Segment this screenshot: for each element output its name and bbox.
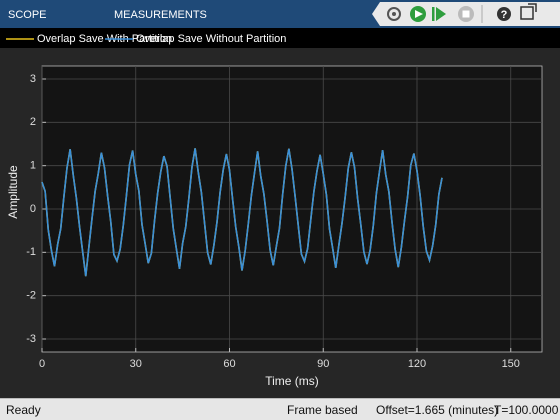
status-text: Offset=1.665 (minutes): [376, 403, 499, 417]
x-tick-label: 0: [39, 358, 45, 370]
y-axis-label: Amplitude: [6, 165, 20, 219]
status-text: Frame based: [287, 403, 358, 417]
step-button[interactable]: [432, 7, 446, 21]
x-tick-label: 90: [317, 358, 329, 370]
x-tick-label: 120: [408, 358, 426, 370]
series-line: [41, 148, 443, 277]
legend-label: Overlap Save With Partition: [37, 33, 172, 45]
run-button[interactable]: [410, 6, 426, 22]
y-tick-label: -2: [26, 290, 36, 302]
tab[interactable]: SCOPE: [8, 9, 47, 21]
toolstrip: SCOPE MEASUREMENTS ?: [0, 0, 560, 28]
svg-text:?: ?: [501, 9, 508, 21]
y-tick-label: -3: [26, 333, 36, 345]
y-tick-label: -1: [26, 246, 36, 258]
tab[interactable]: MEASUREMENTS: [114, 9, 207, 21]
y-tick-label: 1: [30, 160, 36, 172]
status-text: Ready: [6, 403, 41, 417]
y-tick-label: 2: [30, 116, 36, 128]
x-tick-label: 150: [502, 358, 520, 370]
stop-button[interactable]: [458, 6, 474, 22]
undock-button[interactable]: [520, 3, 537, 20]
y-tick-label: 0: [30, 203, 36, 215]
x-axis-label: Time (ms): [265, 374, 319, 388]
help-button[interactable]: ?: [497, 7, 511, 21]
legend-label: Overlap Save Without Partition: [136, 33, 286, 45]
status-text: T=100.0000: [494, 403, 559, 417]
y-tick-label: 3: [30, 73, 36, 85]
legend-bar: [0, 28, 560, 48]
x-tick-label: 30: [130, 358, 142, 370]
x-tick-label: 60: [223, 358, 235, 370]
settings-button[interactable]: [387, 7, 401, 21]
status-bar: Ready Frame based Offset=1.665 (minutes)…: [0, 398, 560, 420]
toolbar-buttons: ?: [372, 2, 560, 26]
